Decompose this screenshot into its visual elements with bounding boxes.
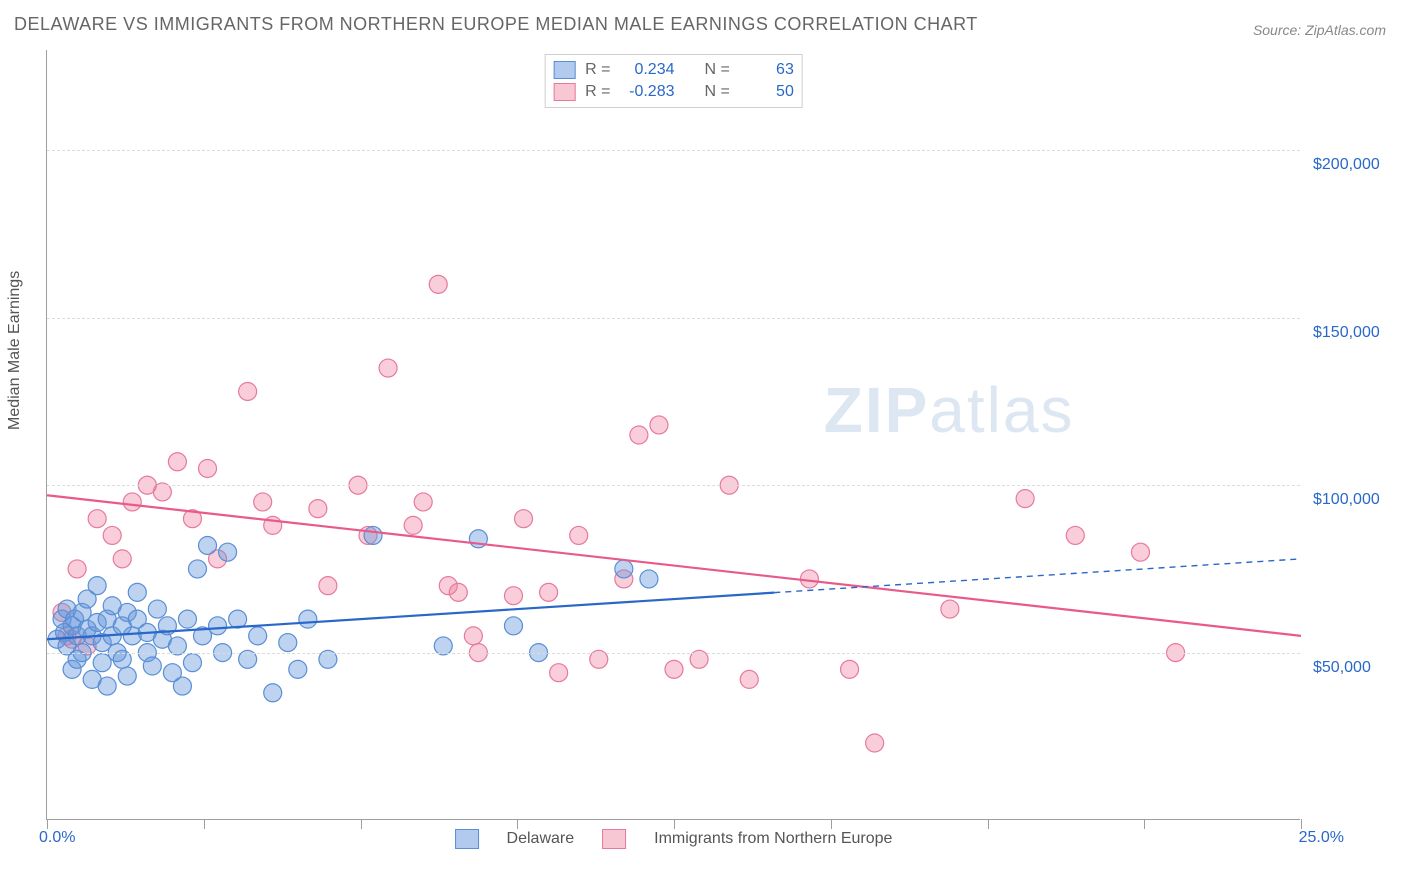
data-point <box>289 660 307 678</box>
chart-title: DELAWARE VS IMMIGRANTS FROM NORTHERN EUR… <box>14 14 978 35</box>
data-point <box>229 610 247 628</box>
data-point <box>1016 490 1034 508</box>
legend-swatch-delaware <box>455 829 479 849</box>
data-point <box>740 670 758 688</box>
stat-label-r: R = <box>585 61 610 79</box>
x-tick <box>47 819 48 829</box>
data-point <box>173 677 191 695</box>
data-point <box>183 654 201 672</box>
data-point <box>379 359 397 377</box>
stats-row-delaware: R = 0.234 N = 63 <box>553 59 794 81</box>
stat-n-delaware: 63 <box>740 61 794 79</box>
x-tick <box>517 819 518 829</box>
y-tick-label: $100,000 <box>1313 491 1380 509</box>
data-point <box>118 667 136 685</box>
data-point <box>665 660 683 678</box>
data-point <box>264 684 282 702</box>
y-tick-label: $200,000 <box>1313 156 1380 174</box>
data-point <box>650 416 668 434</box>
data-point <box>504 617 522 635</box>
gridline <box>47 653 1300 654</box>
x-tick <box>361 819 362 829</box>
legend-swatch-immigrants <box>602 829 626 849</box>
data-point <box>464 627 482 645</box>
stat-label-n2: N = <box>705 83 730 101</box>
data-point <box>239 382 257 400</box>
chart-plot-area: ZIPatlas R = 0.234 N = 63 R = -0.283 N =… <box>46 50 1300 820</box>
y-tick-label: $150,000 <box>1313 324 1380 342</box>
x-tick <box>831 819 832 829</box>
gridline <box>47 485 1300 486</box>
gridline <box>47 150 1300 151</box>
stat-label-r2: R = <box>585 83 610 101</box>
data-point <box>279 634 297 652</box>
data-point <box>429 275 447 293</box>
data-point <box>550 664 568 682</box>
data-point <box>113 550 131 568</box>
legend-label-delaware: Delaware <box>507 830 575 848</box>
bottom-legend: Delaware Immigrants from Northern Europe <box>455 829 893 849</box>
data-point <box>449 583 467 601</box>
data-point <box>199 536 217 554</box>
stats-legend-box: R = 0.234 N = 63 R = -0.283 N = 50 <box>544 54 803 108</box>
y-tick-label: $50,000 <box>1313 659 1371 677</box>
legend-label-immigrants: Immigrants from Northern Europe <box>654 830 892 848</box>
data-point <box>640 570 658 588</box>
data-point <box>68 560 86 578</box>
data-point <box>123 493 141 511</box>
data-point <box>866 734 884 752</box>
data-point <box>254 493 272 511</box>
trend-line-delaware-dashed <box>774 559 1301 593</box>
stat-r-immigrants: -0.283 <box>621 83 675 101</box>
data-point <box>98 677 116 695</box>
data-point <box>319 577 337 595</box>
data-point <box>630 426 648 444</box>
data-point <box>168 453 186 471</box>
data-point <box>540 583 558 601</box>
data-point <box>404 516 422 534</box>
data-point <box>364 526 382 544</box>
data-point <box>615 560 633 578</box>
data-point <box>103 526 121 544</box>
data-point <box>199 459 217 477</box>
data-point <box>88 510 106 528</box>
x-tick <box>1144 819 1145 829</box>
x-tick-label-end: 25.0% <box>1299 829 1344 847</box>
x-tick-label-start: 0.0% <box>39 829 75 847</box>
data-point <box>941 600 959 618</box>
data-point <box>1066 526 1084 544</box>
swatch-delaware <box>553 61 575 79</box>
data-point <box>249 627 267 645</box>
stats-row-immigrants: R = -0.283 N = 50 <box>553 81 794 103</box>
data-point <box>178 610 196 628</box>
gridline <box>47 318 1300 319</box>
x-tick <box>988 819 989 829</box>
stat-n-immigrants: 50 <box>740 83 794 101</box>
data-point <box>88 577 106 595</box>
data-point <box>128 583 146 601</box>
data-point <box>143 657 161 675</box>
source-attribution: Source: ZipAtlas.com <box>1253 22 1386 38</box>
data-point <box>219 543 237 561</box>
data-point <box>414 493 432 511</box>
swatch-immigrants <box>553 83 575 101</box>
stat-r-delaware: 0.234 <box>621 61 675 79</box>
stat-label-n: N = <box>705 61 730 79</box>
data-point <box>188 560 206 578</box>
data-point <box>841 660 859 678</box>
data-point <box>148 600 166 618</box>
data-point <box>309 500 327 518</box>
data-point <box>299 610 317 628</box>
data-point <box>209 617 227 635</box>
x-tick <box>1301 819 1302 829</box>
scatter-svg <box>47 50 1300 819</box>
x-tick <box>204 819 205 829</box>
data-point <box>504 587 522 605</box>
x-tick <box>674 819 675 829</box>
data-point <box>1131 543 1149 561</box>
y-axis-label: Median Male Earnings <box>6 271 24 430</box>
data-point <box>570 526 588 544</box>
data-point <box>515 510 533 528</box>
